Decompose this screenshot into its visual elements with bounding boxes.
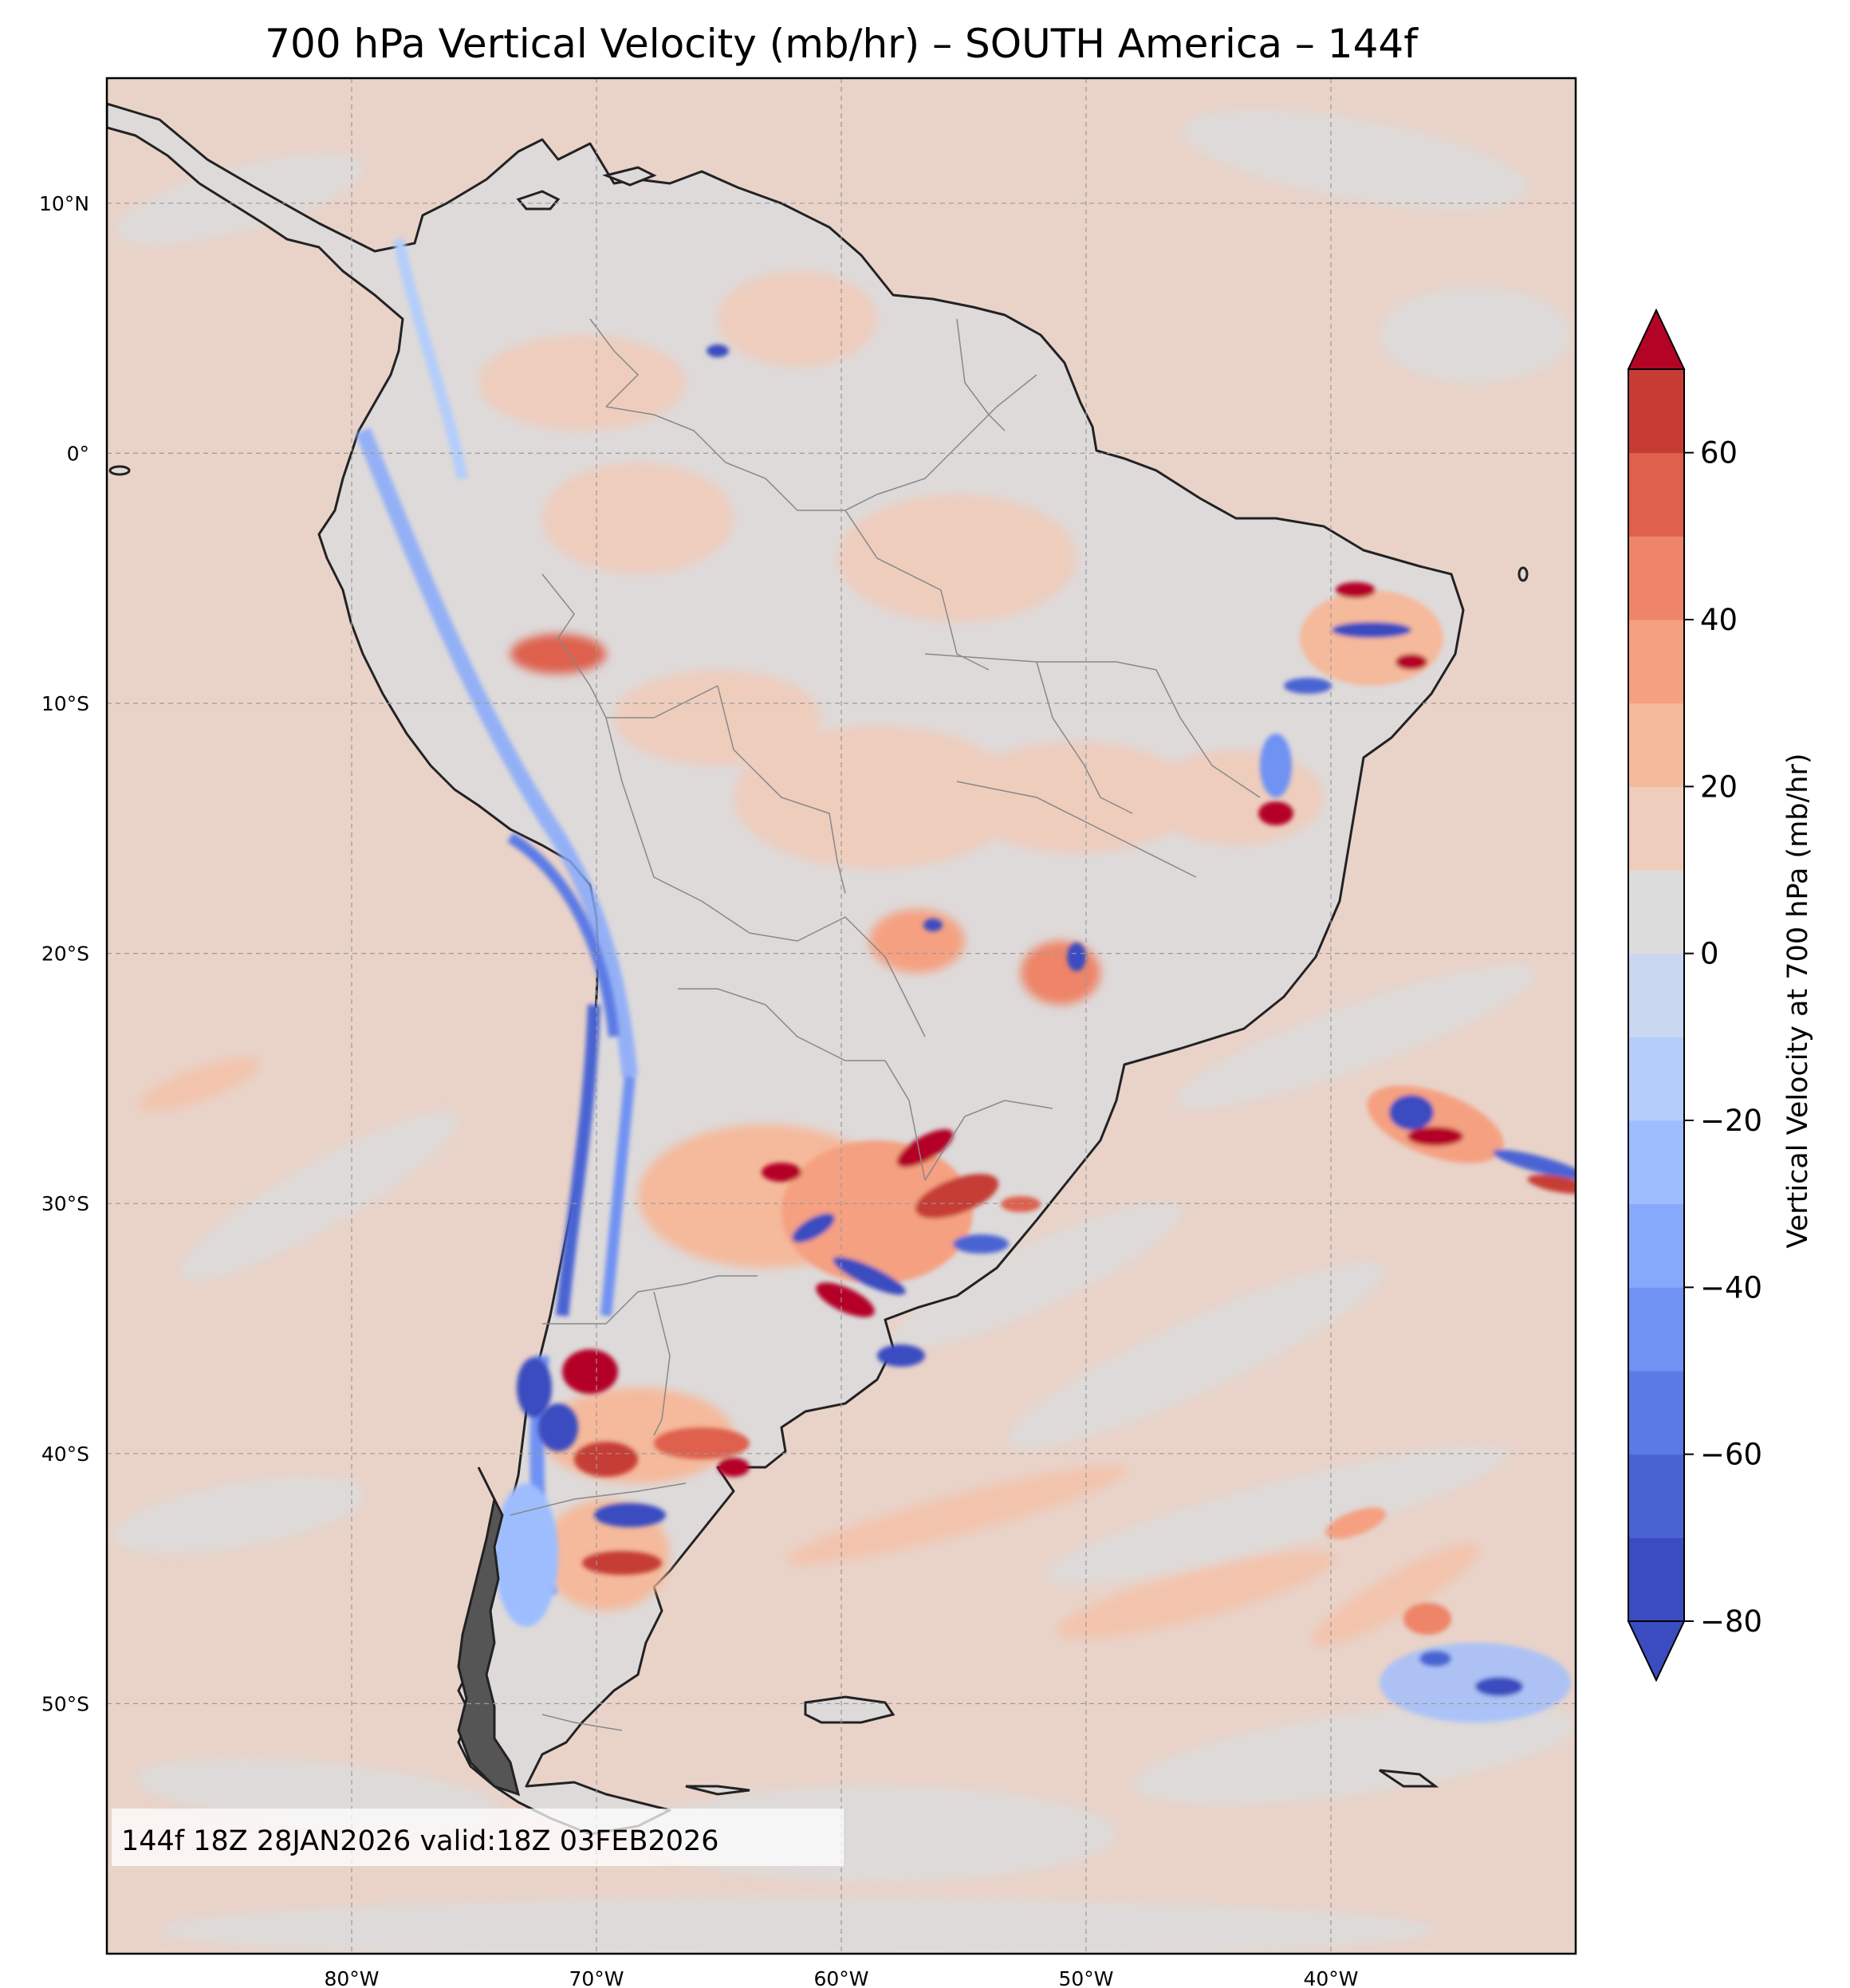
andes-ascent-band	[355, 238, 638, 1627]
longitude-labels: 80°W 70°W 60°W 50°W 40°W	[324, 1967, 1358, 1988]
colorbar-label: Vertical Velocity at 700 hPa (mb/hr)	[1782, 753, 1814, 1248]
latitude-labels: 10°N 0° 10°S 20°S 30°S 40°S 50°S	[39, 192, 89, 1716]
map-panel	[107, 78, 1576, 1954]
lon-tick-label: 60°W	[813, 1967, 868, 1988]
forecast-stamp-box	[112, 1809, 844, 1866]
islands	[108, 166, 1529, 1796]
colorbar-tick-label: −40	[1700, 1270, 1762, 1305]
lat-tick-label: 0°	[67, 442, 89, 465]
colorbar-band	[1628, 1203, 1684, 1288]
colorbar-tick-label: 40	[1700, 603, 1738, 637]
lon-tick-label: 40°W	[1303, 1967, 1358, 1988]
convective-patch-la-plata	[762, 1129, 1041, 1367]
lat-tick-label: 10°N	[39, 192, 89, 215]
lon-tick-label: 50°W	[1058, 1967, 1113, 1988]
colorbar-extend-bottom	[1627, 1620, 1686, 1683]
figure-title: 700 hPa Vertical Velocity (mb/hr) – SOUT…	[265, 21, 1419, 67]
gridlines	[107, 78, 1576, 1954]
colorbar-band	[1628, 953, 1684, 1037]
colorbar-band	[1628, 620, 1684, 704]
lon-tick-label: 70°W	[569, 1967, 624, 1988]
forecast-stamp: 144f 18Z 28JAN2026 valid:18Z 03FEB2026	[112, 1809, 844, 1866]
colorbar-tick-label: 0	[1700, 937, 1719, 971]
colorbar-tick-label: −60	[1700, 1438, 1762, 1472]
lat-tick-label: 20°S	[41, 943, 89, 966]
lat-tick-label: 30°S	[41, 1192, 89, 1215]
colorbar-band	[1628, 369, 1684, 454]
colorbar-band	[1628, 870, 1684, 955]
colorbar-tick-label: −20	[1700, 1104, 1762, 1138]
colorbar-band	[1628, 1037, 1684, 1121]
colorbar-band	[1628, 1287, 1684, 1372]
colorbar-band	[1628, 536, 1684, 620]
colorbar-band	[1628, 703, 1684, 787]
colorbar-extend-top	[1627, 308, 1686, 370]
colorbar-tick-label: 20	[1700, 770, 1738, 804]
colorbar-band	[1628, 1371, 1684, 1455]
map-frame	[105, 77, 1577, 1955]
colorbar-band	[1628, 1537, 1684, 1622]
forecast-stamp-text: 144f 18Z 28JAN2026 valid:18Z 03FEB2026	[121, 1825, 719, 1857]
colorbar-band	[1628, 452, 1684, 537]
lat-tick-label: 10°S	[41, 692, 89, 715]
convective-patch-ne-brazil	[707, 344, 1443, 971]
lat-tick-label: 40°S	[41, 1443, 89, 1466]
colorbar-tick-label: 60	[1700, 436, 1738, 470]
colorbar-tick-label: −80	[1700, 1604, 1762, 1639]
colorbar-frame	[1628, 368, 1685, 1622]
convective-patch-patagonia	[538, 1349, 750, 1575]
lat-tick-label: 50°S	[41, 1692, 89, 1715]
south-america-land	[107, 102, 1465, 1836]
colorbar-band	[1628, 786, 1684, 871]
colorbar-ticks: 60 40 20 0 −20 −40 −60 −80	[1684, 436, 1762, 1639]
colorbar: 60 40 20 0 −20 −40 −60 −80 Vertical Velocity at…	[1627, 308, 1814, 1683]
chilean-archipelago	[457, 1466, 521, 1797]
colorbar-band	[1628, 1120, 1684, 1205]
country-borders	[510, 318, 1261, 1731]
lon-tick-label: 80°W	[324, 1967, 379, 1988]
colorbar-band	[1628, 1454, 1684, 1538]
colorbar-bands	[1628, 369, 1684, 1622]
ocean-disturbance-east	[1325, 1085, 1576, 1722]
